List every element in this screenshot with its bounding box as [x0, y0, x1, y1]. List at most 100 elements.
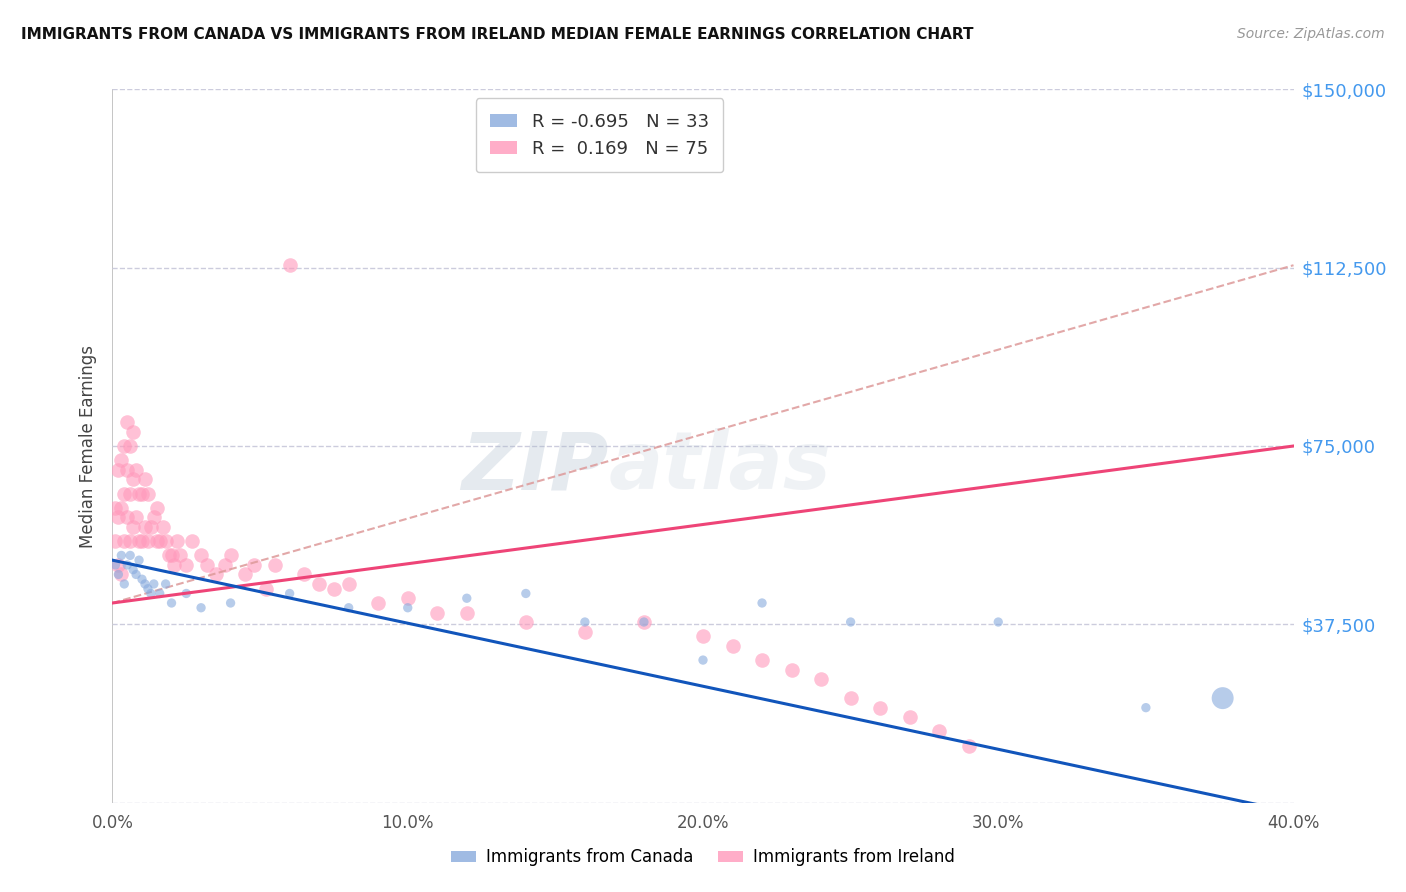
- Point: [110, 549, 132, 563]
- Point: [278, 586, 301, 600]
- Point: [515, 586, 537, 600]
- Point: [131, 486, 153, 500]
- Text: Source: ZipAtlas.com: Source: ZipAtlas.com: [1237, 27, 1385, 41]
- Point: [205, 567, 228, 582]
- Point: [181, 534, 204, 549]
- Point: [134, 520, 156, 534]
- Point: [456, 591, 478, 606]
- Point: [117, 415, 138, 429]
- Point: [337, 577, 360, 591]
- Point: [149, 586, 172, 600]
- Point: [104, 534, 127, 549]
- Point: [110, 567, 132, 582]
- Point: [134, 472, 156, 486]
- Point: [122, 472, 145, 486]
- Point: [751, 596, 773, 610]
- Point: [125, 567, 148, 582]
- Point: [323, 582, 346, 596]
- Point: [128, 553, 150, 567]
- Point: [337, 600, 360, 615]
- Legend: R = -0.695   N = 33, R =  0.169   N = 75: R = -0.695 N = 33, R = 0.169 N = 75: [475, 98, 723, 172]
- Point: [426, 606, 449, 620]
- Point: [136, 486, 159, 500]
- Point: [139, 520, 162, 534]
- Point: [190, 549, 212, 563]
- Point: [243, 558, 266, 572]
- Point: [152, 520, 174, 534]
- Point: [810, 672, 832, 686]
- Point: [128, 486, 150, 500]
- Point: [264, 558, 287, 572]
- Point: [574, 615, 596, 629]
- Point: [898, 710, 921, 724]
- Text: ZIP: ZIP: [461, 428, 609, 507]
- Point: [128, 534, 150, 549]
- Point: [987, 615, 1010, 629]
- Point: [160, 596, 183, 610]
- Point: [122, 520, 145, 534]
- Point: [149, 534, 172, 549]
- Point: [633, 615, 655, 629]
- Point: [125, 510, 148, 524]
- Point: [120, 486, 142, 500]
- Point: [214, 558, 236, 572]
- Point: [112, 439, 135, 453]
- Point: [780, 663, 803, 677]
- Point: [692, 629, 714, 643]
- Point: [142, 510, 165, 524]
- Point: [456, 606, 478, 620]
- Point: [254, 582, 277, 596]
- Point: [122, 425, 145, 439]
- Point: [155, 534, 177, 549]
- Point: [104, 500, 127, 515]
- Point: [515, 615, 537, 629]
- Point: [107, 558, 129, 572]
- Point: [163, 558, 186, 572]
- Point: [120, 549, 142, 563]
- Point: [117, 558, 138, 572]
- Point: [104, 558, 127, 572]
- Point: [112, 577, 135, 591]
- Point: [107, 463, 129, 477]
- Point: [142, 577, 165, 591]
- Point: [110, 453, 132, 467]
- Point: [107, 567, 129, 582]
- Point: [839, 615, 862, 629]
- Point: [155, 577, 177, 591]
- Point: [195, 558, 218, 572]
- Point: [122, 563, 145, 577]
- Point: [233, 567, 256, 582]
- Point: [219, 549, 242, 563]
- Point: [174, 558, 197, 572]
- Point: [278, 258, 301, 272]
- Point: [146, 534, 169, 549]
- Point: [574, 624, 596, 639]
- Point: [174, 586, 197, 600]
- Text: IMMIGRANTS FROM CANADA VS IMMIGRANTS FROM IRELAND MEDIAN FEMALE EARNINGS CORRELA: IMMIGRANTS FROM CANADA VS IMMIGRANTS FRO…: [21, 27, 973, 42]
- Point: [110, 500, 132, 515]
- Legend: Immigrants from Canada, Immigrants from Ireland: Immigrants from Canada, Immigrants from …: [444, 842, 962, 873]
- Point: [396, 591, 419, 606]
- Point: [869, 700, 891, 714]
- Point: [721, 639, 744, 653]
- Point: [928, 724, 950, 739]
- Point: [120, 534, 142, 549]
- Point: [134, 577, 156, 591]
- Point: [117, 510, 138, 524]
- Point: [112, 534, 135, 549]
- Point: [146, 500, 169, 515]
- Point: [136, 582, 159, 596]
- Point: [633, 615, 655, 629]
- Y-axis label: Median Female Earnings: Median Female Earnings: [79, 344, 97, 548]
- Point: [396, 600, 419, 615]
- Point: [120, 439, 142, 453]
- Point: [1212, 691, 1234, 706]
- Point: [190, 600, 212, 615]
- Point: [692, 653, 714, 667]
- Point: [112, 486, 135, 500]
- Point: [292, 567, 315, 582]
- Point: [169, 549, 191, 563]
- Text: atlas: atlas: [609, 428, 831, 507]
- Point: [160, 549, 183, 563]
- Point: [839, 691, 862, 706]
